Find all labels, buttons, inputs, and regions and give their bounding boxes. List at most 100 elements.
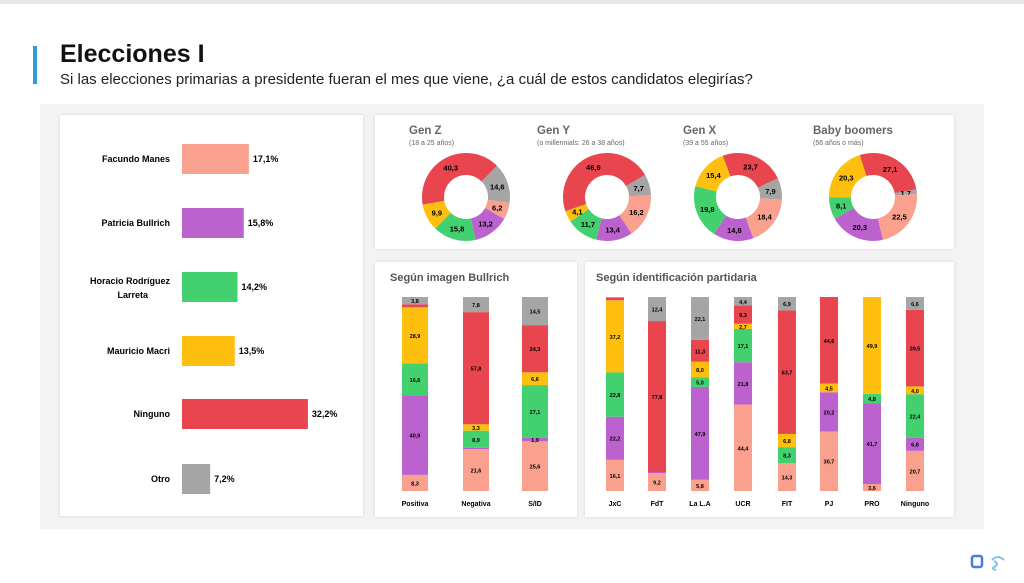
- category-label: Mauricio Macri: [107, 346, 170, 356]
- segment-label: 44,6: [824, 339, 835, 345]
- stack-segment: [463, 312, 489, 425]
- stack-segment: [691, 297, 709, 340]
- value-label: 17,1%: [253, 154, 279, 164]
- segment-label: 22,4: [910, 414, 922, 420]
- stack-segment: [606, 459, 624, 491]
- category-label: FdT: [651, 501, 665, 508]
- donut-title: Gen Z: [409, 125, 442, 137]
- stack-segment: [734, 362, 752, 405]
- donut-slice: [894, 189, 917, 196]
- segment-label: 14,3: [782, 476, 793, 482]
- stack-segment: [863, 403, 881, 485]
- stack-segment: [648, 297, 666, 322]
- segment-label: 47,9: [695, 432, 706, 438]
- stack-segment: [691, 386, 709, 480]
- bar-2: [182, 272, 238, 302]
- stack-segment: [691, 361, 709, 378]
- slice-label: 27,1: [883, 165, 898, 174]
- segment-label: 77,8: [652, 395, 663, 401]
- segment-label: 25,6: [530, 465, 541, 471]
- slice-label: 16,2: [629, 208, 644, 217]
- stack-segment: [778, 463, 796, 491]
- slice-label: 7,7: [633, 184, 643, 193]
- segment-label: 7,8: [472, 303, 480, 309]
- slice-label: 20,3: [852, 223, 867, 232]
- donut-slice: [619, 195, 651, 234]
- category-label: Horacio Rodríguez: [90, 276, 171, 286]
- segment-label: 21,6: [471, 469, 482, 475]
- donut-slice: [565, 204, 589, 222]
- donut-slice: [694, 186, 727, 234]
- title-accent-bar: [33, 46, 37, 84]
- segment-label: 4,8: [868, 397, 876, 403]
- stack-segment: [863, 297, 881, 394]
- bar-0: [182, 144, 249, 174]
- segment-label: 6,8: [911, 443, 919, 449]
- chart-title: Según imagen Bullrich: [390, 272, 509, 284]
- segment-label: 4,4: [739, 300, 748, 306]
- donut-subtitle: (o millennials: 26 a 38 años): [537, 140, 625, 147]
- slice-label: 13,2: [478, 220, 493, 229]
- donut-slice: [877, 194, 917, 240]
- segment-label: 16,6: [410, 378, 421, 384]
- stack-segment: [522, 325, 548, 373]
- segment-label: 12,4: [652, 308, 664, 314]
- segment-label: 21,8: [738, 382, 749, 388]
- donut-slice: [695, 155, 731, 192]
- segment-label: 41,7: [867, 442, 878, 448]
- slice-label: 15,4: [706, 171, 721, 180]
- slice-label: 14,8: [727, 226, 742, 235]
- segment-label: 39,5: [910, 347, 921, 353]
- stack-segment: [606, 297, 624, 298]
- segment-label: 30,7: [824, 460, 835, 466]
- stack-segment: [522, 441, 548, 491]
- stack-segment: [734, 328, 752, 363]
- donut-slice: [485, 199, 510, 219]
- bar-4: [182, 399, 308, 429]
- slice-label: 19,8: [700, 205, 715, 214]
- page-subtitle: Si las elecciones primarias a presidente…: [60, 71, 753, 88]
- stack-segment: [778, 297, 796, 311]
- candidates-panel: [60, 115, 363, 516]
- segment-label: 22,8: [610, 393, 621, 399]
- segment-label: 27,1: [530, 410, 541, 416]
- stack-segment: [906, 297, 924, 310]
- segment-label: 9,3: [739, 313, 747, 319]
- stack-segment: [778, 310, 796, 434]
- donut-slice: [596, 215, 632, 242]
- segment-label: 6,6: [531, 377, 539, 383]
- slice-label: 13,4: [605, 226, 620, 235]
- stack-segment: [778, 447, 796, 464]
- stack-segment: [906, 450, 924, 491]
- category-label: Ninguno: [901, 501, 929, 508]
- category-label: UCR: [735, 501, 750, 508]
- stack-segment: [648, 321, 666, 472]
- stack-segment: [863, 393, 881, 404]
- stack-segment: [648, 471, 666, 474]
- donut-slice: [470, 207, 505, 240]
- category-label: FIT: [782, 501, 793, 508]
- stack-segment: [734, 323, 752, 329]
- stack-segment: [820, 297, 838, 384]
- stack-segment: [402, 307, 428, 364]
- stack-segment: [463, 447, 489, 450]
- stack-segment: [691, 339, 709, 362]
- segment-label: 6,8: [783, 439, 791, 445]
- segment-label: 9,2: [653, 481, 661, 487]
- value-label: 32,2%: [312, 409, 338, 419]
- donut-slice: [722, 153, 778, 188]
- segment-label: 57,8: [471, 367, 482, 373]
- stack-segment: [463, 449, 489, 491]
- stack-segment: [402, 474, 428, 491]
- segment-label: 8,3: [783, 454, 791, 460]
- stack-segment: [463, 424, 489, 431]
- segment-label: 2,7: [739, 325, 747, 331]
- value-label: 14,2%: [242, 282, 268, 292]
- category-label: PJ: [825, 501, 834, 508]
- segment-label: 6,9: [783, 302, 791, 308]
- segment-label: 22,2: [610, 437, 621, 443]
- slice-label: 40,3: [443, 164, 458, 173]
- stack-segment: [648, 473, 666, 491]
- donut-subtitle: (18 a 25 años): [409, 140, 454, 147]
- slice-label: 14,6: [490, 182, 505, 191]
